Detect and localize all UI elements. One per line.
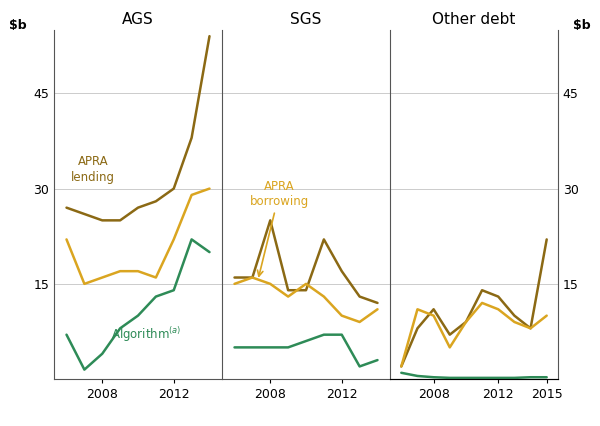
Title: SGS: SGS <box>290 12 322 27</box>
Title: Other debt: Other debt <box>433 12 515 27</box>
Text: APRA
borrowing: APRA borrowing <box>250 180 309 276</box>
Text: Algorithm$^{(a)}$: Algorithm$^{(a)}$ <box>111 325 182 344</box>
Text: $b: $b <box>9 19 26 32</box>
Text: $b: $b <box>574 19 591 32</box>
Text: APRA
lending: APRA lending <box>71 155 115 184</box>
Title: AGS: AGS <box>122 12 154 27</box>
